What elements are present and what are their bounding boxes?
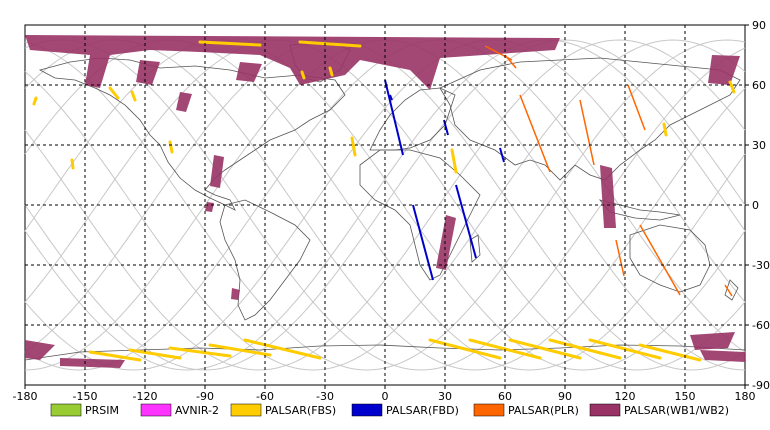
orbit-track (24, 39, 746, 371)
x-tick-label: 120 (615, 390, 636, 403)
legend-swatch (589, 403, 621, 417)
x-tick-label: 90 (558, 390, 572, 403)
y-axis-ticks: 90 60 30 0 -30 -60 -90 (745, 19, 770, 392)
legend-swatch (351, 403, 383, 417)
x-axis-ticks: -180 -150 -120 -90 -60 -30 0 30 60 90 120 150 180 (13, 385, 756, 403)
x-tick-label: -90 (196, 390, 214, 403)
x-tick-label: -120 (133, 390, 158, 403)
y-tick-label: 0 (752, 199, 759, 212)
legend-label: PALSAR(FBD) (386, 404, 459, 417)
x-tick-label: -60 (256, 390, 274, 403)
y-tick-label: 90 (752, 19, 766, 32)
legend-swatch (140, 403, 172, 417)
legend-label: PRSIM (85, 404, 119, 417)
legend-label: AVNIR-2 (175, 404, 219, 417)
y-tick-label: -30 (752, 259, 770, 272)
legend-swatch (473, 403, 505, 417)
legend-label: PALSAR(FBS) (265, 404, 336, 417)
palsar-plr-swaths (484, 45, 733, 297)
x-tick-label: -150 (73, 390, 98, 403)
x-tick-label: 180 (735, 390, 756, 403)
y-tick-label: 30 (752, 139, 766, 152)
x-tick-label: -30 (316, 390, 334, 403)
legend: PRSIM AVNIR-2 PALSAR(FBS) PALSAR(FBD) PALSAR… (50, 403, 729, 417)
legend-label: PALSAR(PLR) (508, 404, 579, 417)
palsar-fbd-swaths (384, 79, 505, 281)
y-tick-label: 60 (752, 79, 766, 92)
legend-swatch (50, 403, 82, 417)
y-tick-label: -90 (752, 379, 770, 392)
legend-label: PALSAR(WB1/WB2) (624, 404, 729, 417)
graticule (25, 25, 745, 385)
x-tick-label: 150 (675, 390, 696, 403)
x-tick-label: 0 (382, 390, 389, 403)
x-tick-label: -180 (13, 390, 38, 403)
x-tick-label: 30 (438, 390, 452, 403)
legend-swatch (230, 403, 262, 417)
y-tick-label: -60 (752, 319, 770, 332)
x-tick-label: 60 (498, 390, 512, 403)
